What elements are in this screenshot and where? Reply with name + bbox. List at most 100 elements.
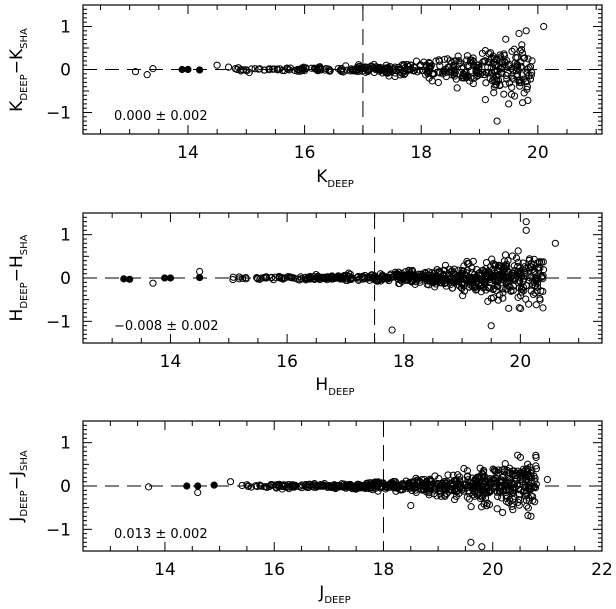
data-point <box>508 83 516 91</box>
data-point <box>514 486 523 494</box>
data-point <box>487 64 495 72</box>
data-point <box>539 304 547 312</box>
data-point <box>515 29 523 38</box>
data-point <box>508 252 517 260</box>
data-point <box>410 66 418 75</box>
data-point <box>498 58 507 66</box>
data-point <box>254 275 262 283</box>
data-point <box>467 503 475 511</box>
data-point <box>501 251 510 259</box>
data-point <box>251 65 259 73</box>
data-point <box>247 65 256 73</box>
y-axis-label-a-sub: DEEP <box>19 74 30 100</box>
data-point <box>508 467 517 475</box>
data-point <box>267 481 275 489</box>
data-point <box>512 475 520 483</box>
data-point <box>524 55 532 63</box>
points <box>144 451 551 551</box>
data-point <box>288 273 296 282</box>
data-point <box>371 65 380 74</box>
data-point <box>442 65 450 73</box>
data-point <box>477 288 485 296</box>
offset-annotation: 0.000 ± 0.002 <box>114 109 208 124</box>
data-point-outlier <box>527 512 535 520</box>
data-point <box>465 486 473 495</box>
data-point <box>434 78 442 87</box>
data-point <box>532 462 540 470</box>
data-point <box>417 270 425 278</box>
data-point <box>271 273 279 281</box>
data-point <box>480 57 488 65</box>
data-point <box>508 74 516 82</box>
x-axis-label-sub: DEEP <box>327 179 353 190</box>
data-point-outlier <box>388 326 396 334</box>
data-point <box>256 65 264 73</box>
data-point <box>536 296 544 304</box>
data-point <box>407 481 416 489</box>
data-point <box>504 487 512 495</box>
data-point <box>321 66 329 74</box>
data-point <box>269 65 277 73</box>
y-axis-minus: − <box>7 60 27 74</box>
data-point <box>454 52 462 60</box>
data-point <box>519 277 527 286</box>
data-point <box>503 466 511 474</box>
data-point <box>471 481 479 489</box>
data-point <box>498 63 507 71</box>
data-point <box>239 274 247 282</box>
x-tick-label: 16 <box>263 560 285 580</box>
data-point <box>479 490 487 498</box>
data-point <box>460 464 468 473</box>
data-point <box>502 71 510 80</box>
data-point <box>480 71 488 79</box>
x-tick-label: 14 <box>160 352 182 372</box>
data-point-outlier <box>478 543 486 551</box>
data-point <box>524 504 532 512</box>
data-point <box>406 484 414 492</box>
data-point <box>331 274 339 282</box>
data-point <box>467 482 475 490</box>
data-point <box>501 478 509 486</box>
data-point <box>472 67 480 75</box>
data-point <box>385 68 393 76</box>
data-point <box>467 74 475 82</box>
data-point <box>460 480 468 488</box>
data-point-outlier <box>493 117 501 125</box>
data-point <box>470 270 479 279</box>
data-point <box>536 264 544 272</box>
data-point <box>392 484 400 492</box>
y-tick-label: 1 <box>60 434 71 454</box>
data-point <box>440 275 448 284</box>
x-tick-label: 18 <box>373 560 395 580</box>
data-point-filled <box>194 482 202 490</box>
data-point <box>418 271 426 279</box>
data-point <box>460 287 469 295</box>
data-point <box>462 269 470 277</box>
x-tick-label: 14 <box>177 143 199 163</box>
data-point <box>518 71 526 79</box>
data-point <box>532 301 540 309</box>
data-point-filled <box>196 66 204 74</box>
x-tick-label: 18 <box>393 352 415 372</box>
data-point <box>494 62 503 71</box>
data-point <box>278 481 287 489</box>
data-point <box>537 287 545 295</box>
data-point <box>455 57 463 65</box>
data-point <box>527 259 536 267</box>
data-point <box>522 496 531 504</box>
data-point <box>412 275 420 283</box>
data-point <box>474 61 482 69</box>
data-point <box>293 275 302 283</box>
data-point <box>518 99 527 107</box>
data-point <box>385 276 393 285</box>
data-point <box>344 480 353 489</box>
data-point <box>338 483 346 491</box>
data-point <box>234 64 243 72</box>
data-point <box>131 68 140 76</box>
data-point <box>517 58 525 66</box>
data-point <box>504 257 512 265</box>
data-point <box>461 276 469 284</box>
y-tick-label: −1 <box>46 312 71 332</box>
data-point <box>408 266 417 275</box>
data-point <box>444 471 452 479</box>
